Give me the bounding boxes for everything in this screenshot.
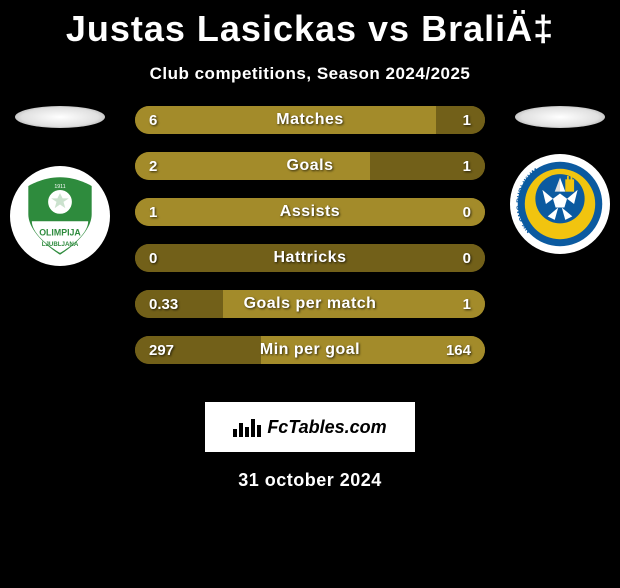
- stat-row: Assists10: [135, 198, 485, 226]
- player-shadow-right: [515, 106, 605, 128]
- stat-row: Hattricks00: [135, 244, 485, 272]
- comparison-area: OLIMPIJA LJUBLJANA 1911: [0, 104, 620, 384]
- date-line: 31 october 2024: [0, 470, 620, 491]
- stat-bar-right: [310, 244, 485, 272]
- subtitle: Club competitions, Season 2024/2025: [0, 64, 620, 84]
- stat-row: Goals per match0.331: [135, 290, 485, 318]
- stat-bar-left: [135, 106, 436, 134]
- left-club-logo: OLIMPIJA LJUBLJANA 1911: [10, 166, 110, 266]
- chart-bars-icon: [233, 417, 261, 437]
- right-club-logo: NK CMC PUBLIKUM: [510, 154, 610, 254]
- fctables-badge[interactable]: FcTables.com: [205, 402, 415, 452]
- stat-bars: Matches61 Goals21 Assists10 Hattricks00 Goal…: [135, 106, 485, 364]
- svg-text:OLIMPIJA: OLIMPIJA: [39, 227, 81, 237]
- stat-bar-left: [135, 198, 485, 226]
- right-side: NK CMC PUBLIKUM: [500, 104, 620, 384]
- stat-row: Min per goal297164: [135, 336, 485, 364]
- stat-row: Goals21: [135, 152, 485, 180]
- stat-bar-right: [436, 106, 485, 134]
- publikum-logo-icon: NK CMC PUBLIKUM: [516, 160, 604, 248]
- svg-text:1911: 1911: [54, 184, 65, 190]
- footer-brand-text: FcTables.com: [267, 417, 386, 438]
- svg-text:LJUBLJANA: LJUBLJANA: [42, 241, 79, 248]
- stat-bar-right: [261, 336, 485, 364]
- olimpija-logo-icon: OLIMPIJA LJUBLJANA 1911: [16, 172, 104, 260]
- stat-row: Matches61: [135, 106, 485, 134]
- player-shadow-left: [15, 106, 105, 128]
- stat-bar-left: [135, 290, 223, 318]
- stat-bar-left: [135, 152, 370, 180]
- stat-bar-right: [370, 152, 486, 180]
- page-title: Justas Lasickas vs BraliÄ‡: [0, 8, 620, 50]
- stat-bar-left: [135, 336, 261, 364]
- stat-bar-left: [135, 244, 310, 272]
- left-side: OLIMPIJA LJUBLJANA 1911: [0, 104, 120, 384]
- stat-bar-right: [223, 290, 486, 318]
